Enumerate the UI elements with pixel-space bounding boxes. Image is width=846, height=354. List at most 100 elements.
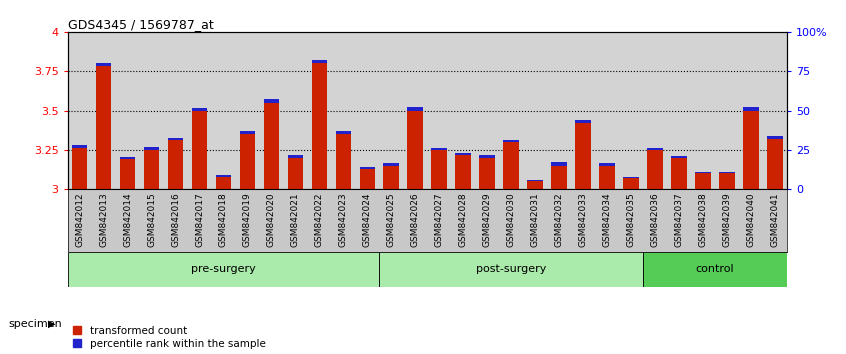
Bar [408,107,423,110]
Text: GSM842040: GSM842040 [746,192,755,247]
Bar [96,63,112,67]
Bar [383,166,399,189]
Bar [144,147,159,150]
Bar [192,110,207,189]
Text: GSM842026: GSM842026 [411,192,420,247]
Bar [643,252,787,287]
Bar [264,103,279,189]
Text: GSM842027: GSM842027 [435,192,443,247]
Bar [695,173,711,189]
Text: GSM842037: GSM842037 [674,192,684,247]
Bar [647,148,662,150]
Bar [743,110,759,189]
Bar [719,172,734,173]
Bar [68,252,379,287]
Bar [527,181,543,189]
Text: GSM842039: GSM842039 [722,192,731,247]
Text: GSM842028: GSM842028 [459,192,468,247]
Bar [431,150,447,189]
Bar [503,142,519,189]
Text: GSM842038: GSM842038 [699,192,707,247]
Text: post-surgery: post-surgery [476,264,547,274]
Text: GSM842036: GSM842036 [651,192,659,247]
Bar [192,108,207,110]
Bar [575,123,591,189]
Bar [575,120,591,123]
Bar [360,167,375,169]
Bar [288,158,303,189]
Bar [503,140,519,142]
Bar [624,177,639,178]
Bar [239,131,255,134]
Text: GSM842024: GSM842024 [363,192,371,247]
Bar [311,63,327,189]
Text: GSM842029: GSM842029 [483,192,492,247]
Legend: transformed count, percentile rank within the sample: transformed count, percentile rank withi… [73,326,266,349]
Bar [767,136,783,139]
Text: GSM842017: GSM842017 [195,192,204,247]
Bar [552,166,567,189]
Bar [455,155,471,189]
Bar [719,173,734,189]
Bar [767,139,783,189]
Bar [264,99,279,103]
Bar [336,131,351,134]
Bar [360,169,375,189]
Bar [480,158,495,189]
Bar [239,134,255,189]
Bar [288,155,303,158]
Bar [379,252,643,287]
Bar [168,141,184,189]
Bar [695,172,711,173]
Text: pre-surgery: pre-surgery [191,264,255,274]
Bar [96,67,112,189]
Text: GSM842013: GSM842013 [99,192,108,247]
Text: GSM842035: GSM842035 [627,192,635,247]
Bar [671,158,687,189]
Bar [647,150,662,189]
Text: GSM842031: GSM842031 [530,192,540,247]
Bar [216,177,231,189]
Bar [624,178,639,189]
Bar [168,138,184,141]
Bar [120,158,135,159]
Bar [72,148,87,189]
Bar [552,162,567,166]
Text: specimen: specimen [8,319,63,329]
Bar [383,163,399,166]
Bar [216,175,231,177]
Bar [743,107,759,110]
Text: ▶: ▶ [47,319,55,329]
Bar [72,145,87,148]
Text: GSM842020: GSM842020 [267,192,276,247]
Text: GSM842021: GSM842021 [291,192,299,247]
Bar [311,60,327,63]
Text: GSM842015: GSM842015 [147,192,156,247]
Text: GSM842023: GSM842023 [339,192,348,247]
Text: GSM842033: GSM842033 [579,192,587,247]
Text: control: control [695,264,734,274]
Bar [455,153,471,155]
Text: GSM842019: GSM842019 [243,192,252,247]
Bar [144,150,159,189]
Text: GSM842012: GSM842012 [75,192,84,247]
Text: GSM842030: GSM842030 [507,192,515,247]
Text: GSM842025: GSM842025 [387,192,396,247]
Bar [480,155,495,158]
Text: GSM842034: GSM842034 [602,192,612,247]
Bar [527,180,543,181]
Bar [599,166,615,189]
Bar [120,159,135,189]
Bar [336,134,351,189]
Bar [599,163,615,166]
Text: GSM842016: GSM842016 [171,192,180,247]
Text: GSM842018: GSM842018 [219,192,228,247]
Bar [431,148,447,150]
Bar [408,110,423,189]
Bar [671,156,687,158]
Text: GSM842041: GSM842041 [771,192,779,247]
Text: GSM842022: GSM842022 [315,192,324,247]
Text: GSM842014: GSM842014 [124,192,132,247]
Text: GDS4345 / 1569787_at: GDS4345 / 1569787_at [68,18,213,31]
Text: GSM842032: GSM842032 [555,192,563,247]
